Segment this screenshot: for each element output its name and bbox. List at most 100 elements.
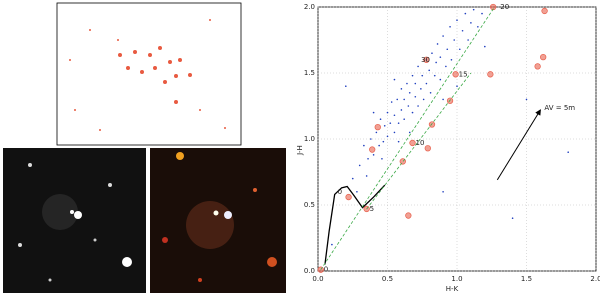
y-tick-label: 2.0: [304, 3, 315, 11]
dot-point: [406, 82, 408, 85]
dot-point: [396, 98, 399, 101]
dot-point: [449, 26, 451, 28]
dot-point: [436, 43, 439, 45]
x-tick-label: 1.5: [521, 275, 532, 283]
image-grey: [3, 148, 146, 293]
dot-point: [400, 88, 403, 90]
isochrone: [324, 184, 386, 265]
y-tick-label: 1.0: [304, 135, 315, 143]
dot-point: [403, 118, 405, 120]
dot-point: [411, 111, 414, 114]
dot-point: [458, 48, 461, 51]
dot-point: [382, 140, 385, 143]
ring-point: [541, 7, 548, 15]
dot-point: [453, 39, 456, 41]
dot-point: [477, 26, 479, 28]
dot-point: [365, 175, 368, 177]
dot-point: [439, 56, 442, 58]
annotation: 20: [500, 3, 509, 11]
dot-point: [414, 82, 417, 85]
dot-point: [422, 98, 425, 101]
dot-point: [421, 74, 424, 77]
dot-point: [393, 131, 396, 134]
dot-point: [467, 39, 469, 41]
ring-point: [424, 145, 431, 152]
dot-point: [420, 88, 422, 90]
ring-point: [369, 146, 376, 153]
dot-point: [439, 78, 442, 81]
dot-point: [456, 19, 458, 22]
ring-point: [409, 139, 416, 147]
annotation: 5: [370, 205, 374, 213]
ring-point: [540, 54, 547, 61]
dot-point: [511, 217, 514, 219]
ring-point: [452, 71, 459, 78]
dot-point: [472, 8, 475, 11]
ring-point: [487, 71, 494, 78]
dot-point: [484, 45, 486, 48]
dot-point: [397, 122, 400, 124]
dot-point: [379, 118, 382, 120]
dot-point: [481, 12, 483, 15]
dot-point: [358, 164, 361, 167]
reddening-line: [366, 72, 472, 210]
dot-point: [431, 52, 433, 54]
dot-point: [383, 125, 386, 127]
ring-point: [405, 212, 412, 219]
annotation: 30: [421, 56, 430, 64]
ring-point: [428, 121, 436, 128]
annotation: 15: [459, 70, 468, 78]
extinction-arrow: [496, 109, 541, 181]
dot-point: [429, 92, 432, 94]
dot-point: [397, 140, 400, 143]
dot-point: [408, 92, 411, 94]
dot-point: [450, 59, 453, 61]
dot-point: [372, 111, 375, 114]
dot-point: [407, 105, 410, 107]
dot-point: [408, 131, 411, 134]
dot-point: [428, 69, 431, 72]
dot-point: [372, 154, 375, 156]
annotation: 0: [324, 266, 328, 274]
dot-point: [393, 78, 396, 81]
dot-point: [356, 191, 358, 193]
dot-point: [411, 74, 414, 77]
dot-point: [375, 131, 378, 134]
ring-point: [423, 56, 430, 63]
dot-point: [433, 74, 436, 77]
dot-point: [381, 158, 383, 160]
map-frame: [56, 2, 242, 146]
dot-point: [390, 101, 393, 103]
dot-point: [378, 144, 380, 147]
dot-point: [345, 85, 347, 87]
dot-point: [445, 65, 447, 68]
ring-point: [374, 123, 381, 131]
dot-point: [403, 98, 405, 101]
annotation: 0: [338, 188, 342, 196]
dot-point: [442, 35, 444, 37]
dot-point: [389, 122, 392, 124]
dot-point: [351, 177, 354, 180]
x-tick-label: 2.0: [590, 275, 600, 283]
dot-point: [435, 61, 437, 64]
y-tick-label: 1.5: [304, 69, 315, 77]
dot-point: [331, 243, 333, 246]
dot-point: [442, 98, 444, 101]
star-map: [56, 2, 242, 146]
dot-point: [370, 138, 372, 140]
dot-point: [400, 109, 403, 111]
ring-point: [534, 63, 541, 70]
dot-point: [567, 151, 569, 153]
dot-point: [386, 111, 389, 114]
y-tick-label: 0.5: [304, 201, 315, 209]
dot-point: [446, 48, 449, 51]
arrow-label: AV = 5m: [544, 104, 575, 112]
dot-point: [417, 105, 419, 107]
y-axis-label: J-H: [296, 145, 304, 156]
dot-point: [470, 22, 472, 24]
dot-point: [386, 135, 389, 138]
image-color: [150, 148, 286, 293]
annotation: 10: [416, 139, 425, 147]
x-tick-label: 0.0: [312, 275, 323, 283]
